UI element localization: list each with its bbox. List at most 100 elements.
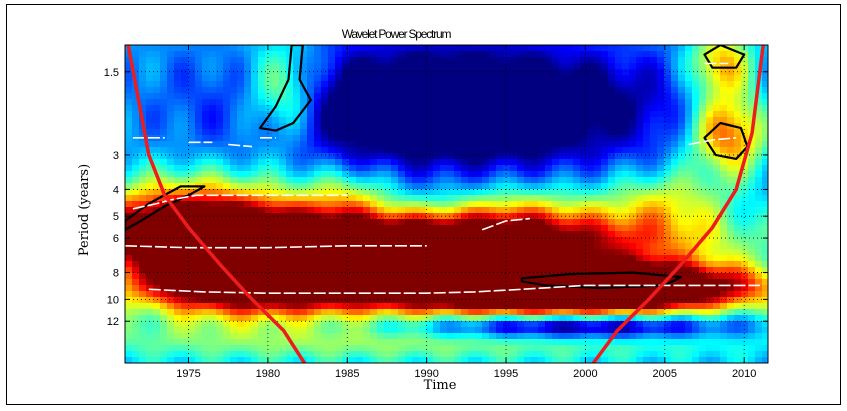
heatmap-cell bbox=[713, 351, 721, 358]
heatmap-cell bbox=[125, 351, 133, 358]
heatmap-cell bbox=[685, 111, 693, 118]
heatmap-cell bbox=[713, 321, 721, 328]
heatmap-cell bbox=[237, 351, 245, 358]
heatmap-cell bbox=[132, 297, 140, 304]
heatmap-cell bbox=[202, 237, 210, 244]
heatmap-cell bbox=[636, 63, 644, 70]
heatmap-cell bbox=[720, 81, 728, 88]
heatmap-cell bbox=[461, 129, 469, 136]
heatmap-cell bbox=[398, 51, 406, 58]
heatmap-cell bbox=[188, 333, 196, 340]
heatmap-cell bbox=[685, 99, 693, 106]
heatmap-cell bbox=[573, 171, 581, 178]
heatmap-cell bbox=[293, 111, 301, 118]
heatmap-cell bbox=[685, 105, 693, 112]
heatmap-cell bbox=[559, 267, 567, 274]
heatmap-cell bbox=[524, 315, 532, 322]
heatmap-cell bbox=[685, 201, 693, 208]
heatmap-cell bbox=[307, 75, 315, 82]
heatmap-cell bbox=[139, 51, 147, 58]
heatmap-cell bbox=[230, 135, 238, 142]
heatmap-cell bbox=[335, 297, 343, 304]
heatmap-cell bbox=[188, 111, 196, 118]
heatmap-cell bbox=[286, 207, 294, 214]
heatmap-cell bbox=[146, 327, 154, 334]
heatmap-cell bbox=[461, 123, 469, 130]
x-tick-label: 1980 bbox=[256, 368, 280, 380]
heatmap-cell bbox=[594, 63, 602, 70]
heatmap-cell bbox=[748, 147, 756, 154]
heatmap-cell bbox=[279, 129, 287, 136]
heatmap-cell bbox=[545, 153, 553, 160]
heatmap-cell bbox=[412, 261, 420, 268]
heatmap-cell bbox=[461, 195, 469, 202]
heatmap-cell bbox=[545, 207, 553, 214]
heatmap-cell bbox=[279, 255, 287, 262]
heatmap-cell bbox=[356, 279, 364, 286]
heatmap-cell bbox=[265, 195, 273, 202]
heatmap-cell bbox=[321, 105, 329, 112]
heatmap-cell bbox=[475, 51, 483, 58]
heatmap-cell bbox=[293, 285, 301, 292]
heatmap-cell bbox=[286, 165, 294, 172]
heatmap-cell bbox=[125, 285, 133, 292]
heatmap-cell bbox=[671, 81, 679, 88]
heatmap-cell bbox=[545, 177, 553, 184]
heatmap-cell bbox=[384, 303, 392, 310]
heatmap-cell bbox=[608, 99, 616, 106]
heatmap-cell bbox=[531, 267, 539, 274]
heatmap-cell bbox=[405, 213, 413, 220]
heatmap-cell bbox=[363, 171, 371, 178]
heatmap-cell bbox=[153, 213, 161, 220]
heatmap-cell bbox=[370, 339, 378, 346]
heatmap-cell bbox=[510, 177, 518, 184]
significance-contour bbox=[703, 45, 746, 69]
heatmap-cell bbox=[699, 309, 707, 316]
heatmap-cell bbox=[153, 267, 161, 274]
y-tick-label: 8 bbox=[113, 268, 119, 280]
heatmap-cell bbox=[391, 237, 399, 244]
heatmap-cell bbox=[230, 63, 238, 70]
heatmap-cell bbox=[223, 297, 231, 304]
heatmap-cell bbox=[559, 321, 567, 328]
heatmap-cell bbox=[489, 123, 497, 130]
heatmap-cell bbox=[664, 249, 672, 256]
heatmap-cell bbox=[405, 57, 413, 64]
heatmap-cell bbox=[195, 279, 203, 286]
heatmap-cell bbox=[559, 231, 567, 238]
heatmap-cell bbox=[426, 123, 434, 130]
heatmap-cell bbox=[755, 339, 763, 346]
heatmap-cell bbox=[601, 111, 609, 118]
heatmap-cell bbox=[727, 309, 735, 316]
heatmap-cell bbox=[762, 159, 768, 166]
heatmap-cell bbox=[601, 207, 609, 214]
heatmap-cell bbox=[461, 183, 469, 190]
heatmap-cell bbox=[706, 267, 714, 274]
heatmap-cell bbox=[475, 219, 483, 226]
heatmap-cell bbox=[482, 147, 490, 154]
heatmap-cell bbox=[440, 81, 448, 88]
heatmap-cell bbox=[230, 333, 238, 340]
heatmap-cell bbox=[748, 231, 756, 238]
heatmap-cell bbox=[202, 153, 210, 160]
heatmap-cell bbox=[545, 267, 553, 274]
heatmap-cell bbox=[356, 123, 364, 130]
heatmap-cell bbox=[734, 243, 742, 250]
heatmap-cell bbox=[412, 303, 420, 310]
heatmap-cell bbox=[713, 63, 721, 70]
heatmap-cell bbox=[419, 345, 427, 352]
heatmap-cell bbox=[426, 159, 434, 166]
heatmap-cell bbox=[153, 93, 161, 100]
heatmap-cell bbox=[720, 339, 728, 346]
heatmap-cell bbox=[314, 279, 322, 286]
heatmap-cell bbox=[342, 207, 350, 214]
heatmap-cell bbox=[342, 231, 350, 238]
heatmap-cell bbox=[279, 81, 287, 88]
heatmap-cell bbox=[342, 279, 350, 286]
heatmap-cell bbox=[461, 75, 469, 82]
heatmap-cell bbox=[202, 57, 210, 64]
heatmap-cell bbox=[244, 255, 252, 262]
heatmap-cell bbox=[188, 213, 196, 220]
heatmap-cell bbox=[475, 123, 483, 130]
heatmap-cell bbox=[279, 315, 287, 322]
